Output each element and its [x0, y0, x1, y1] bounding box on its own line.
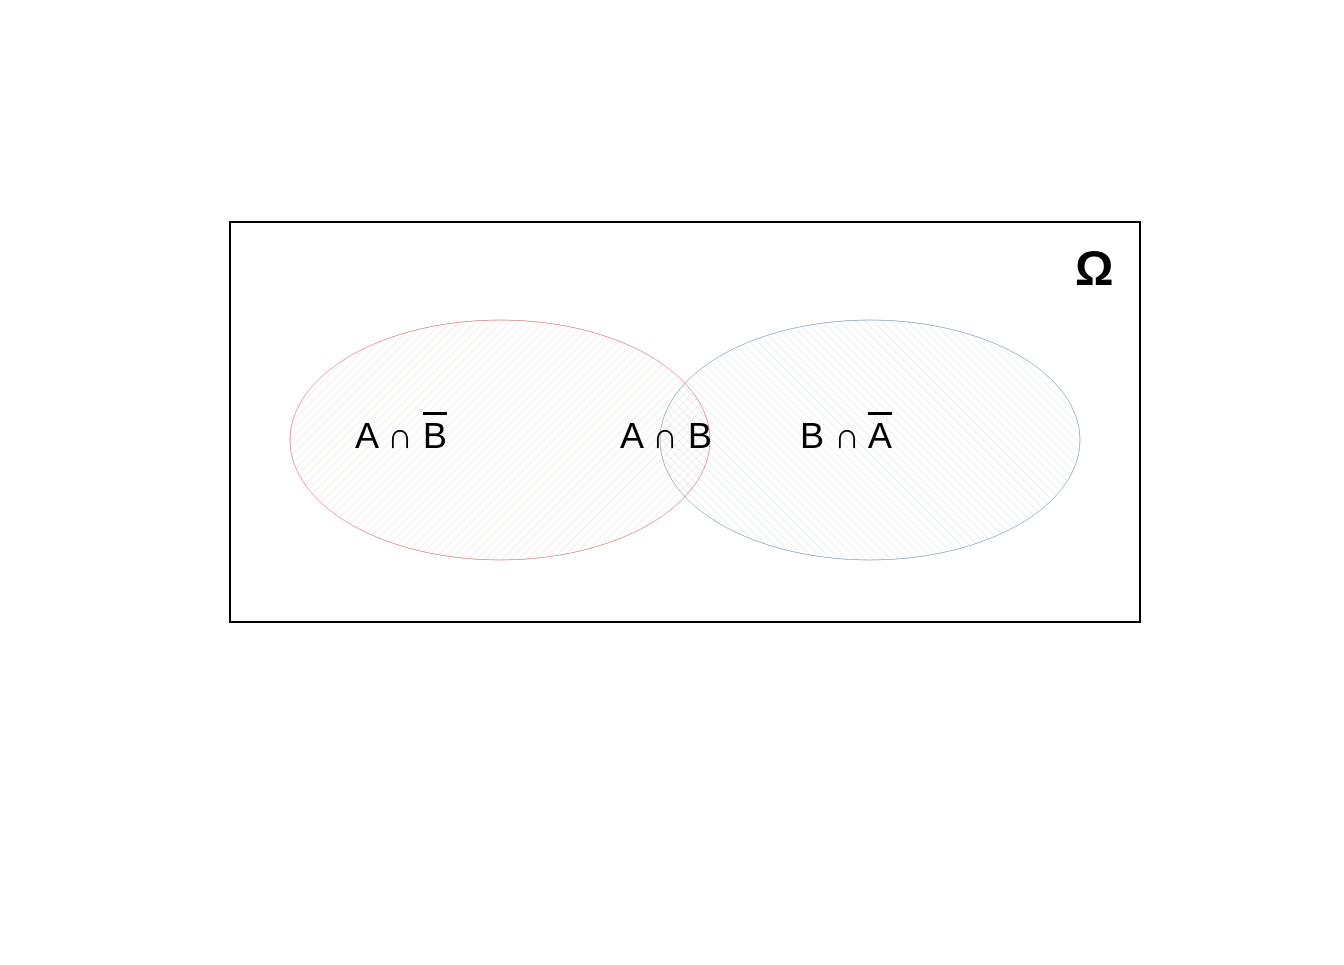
b-minus-a-label: B ∩ A [800, 415, 892, 457]
a-complement: A [868, 415, 892, 456]
a-minus-b-label: A ∩ B [355, 415, 447, 457]
b-minus-a-prefix: B ∩ [800, 415, 868, 456]
venn-diagram: Ω A ∩ B A ∩ B B ∩ A [0, 0, 1344, 965]
a-minus-b-prefix: A ∩ [355, 415, 423, 456]
omega-label: Ω [1075, 242, 1113, 297]
b-complement: B [423, 415, 447, 456]
venn-svg [0, 0, 1344, 960]
a-and-b-label: A ∩ B [620, 415, 712, 457]
